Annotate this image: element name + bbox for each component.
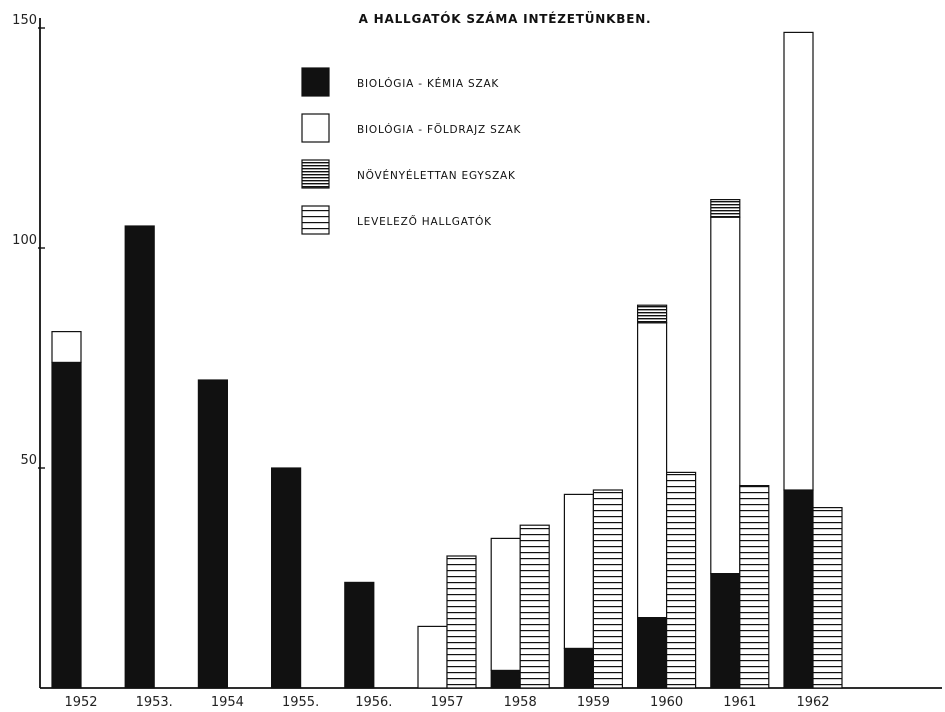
bar-empty-1960 — [636, 322, 668, 619]
legend-swatch — [301, 113, 330, 143]
bar-empty-1961 — [710, 216, 741, 575]
bar-solid-1959 — [563, 647, 595, 689]
x-tick-label: 1961 — [723, 695, 756, 710]
x-tick-label: 1962 — [796, 695, 829, 710]
bar-levelezo-1960 — [665, 471, 697, 689]
bar-levelezo-1958 — [519, 524, 550, 689]
chart-title: A HALLGATÓK SZÁMA INTÉZETÜNKBEN. — [359, 11, 652, 26]
bar-solid-1956 — [344, 581, 375, 689]
bar-solid-1958 — [490, 669, 521, 689]
y-tick-label: 150 — [12, 13, 37, 28]
legend-label: BIOLÓGIA - KÉMIA SZAK — [357, 77, 499, 90]
bar-solid-1953 — [124, 225, 155, 689]
x-tick-label: 1952 — [64, 695, 97, 710]
bar-solid-1960 — [636, 616, 668, 689]
y-tick-label: 100 — [12, 233, 37, 248]
bar-dense-horizontal-lines-1961 — [710, 199, 741, 218]
bar-solid-1955 — [271, 467, 302, 689]
bar-empty-1962 — [783, 31, 814, 491]
bar-levelezo-1962 — [812, 507, 843, 689]
bar-empty-1959 — [563, 493, 595, 649]
bar-solid-1952 — [51, 361, 82, 689]
x-tick-label: 1956. — [355, 695, 392, 710]
x-tick-label: 1953. — [136, 695, 173, 710]
x-tick-label: 1955. — [282, 695, 319, 710]
bar-solid-1954 — [197, 379, 228, 689]
y-ticks: 50 100 150 — [12, 13, 45, 469]
legend-swatch — [301, 67, 330, 97]
bar-levelezo-1957 — [446, 555, 477, 689]
x-tick-label: 1960 — [650, 695, 683, 710]
legend-swatch — [301, 205, 330, 235]
x-tick-label: 1958 — [504, 695, 537, 710]
x-tick-labels: 1952 1953. 1954 1955. 1956. 1957 1958 1959 1960 1… — [64, 695, 829, 710]
x-tick-label: 1954 — [211, 695, 244, 710]
legend-label: BIOLÓGIA - FÖLDRAJZ SZAK — [357, 123, 522, 136]
bar-empty-1958 — [490, 537, 521, 672]
legend-label: LEVELEZŐ HALLGATÓK — [357, 214, 492, 228]
x-tick-label: 1957 — [430, 695, 463, 710]
bar-empty-1952 — [51, 331, 82, 364]
bar-levelezo-1961 — [739, 485, 770, 689]
bar-solid-1962 — [783, 489, 814, 689]
bars — [51, 31, 843, 689]
bar-levelezo-1959 — [592, 489, 624, 689]
bar-empty-1957 — [417, 625, 448, 689]
y-tick-label: 50 — [20, 453, 37, 468]
legend-swatch — [301, 159, 330, 189]
bar-dense-horizontal-lines-1960 — [636, 304, 668, 324]
legend-label: NÖVÉNYÉLETTAN EGYSZAK — [357, 169, 516, 182]
bar-solid-1961 — [710, 572, 741, 689]
legend: BIOLÓGIA - KÉMIA SZAK BIOLÓGIA - FÖLDRAJZ… — [301, 67, 522, 235]
x-tick-label: 1959 — [577, 695, 610, 710]
